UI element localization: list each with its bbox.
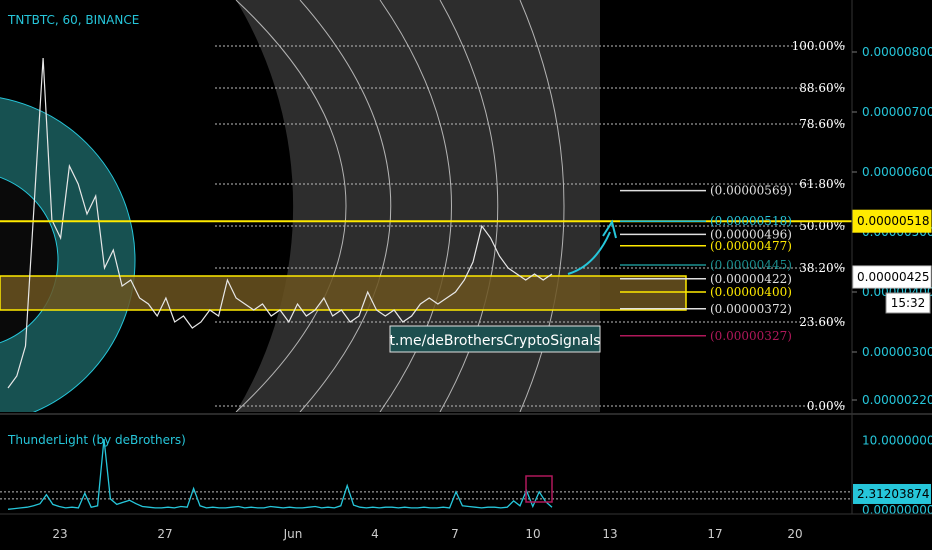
indicator-highlight-box	[525, 475, 553, 503]
price-marker-box	[852, 209, 932, 233]
fib-label: 0.00%	[807, 399, 845, 413]
fan-arc-4	[519, 0, 565, 412]
indicator-title: ThunderLight (by deBrothers)	[7, 433, 186, 447]
target-label: (0.00000445)	[710, 258, 792, 272]
fib-label: 78.60%	[799, 117, 845, 131]
indicator-tick-label: 10.00000000	[862, 433, 932, 447]
fib-label: 100.00%	[792, 39, 845, 53]
x-tick-label: Jun	[283, 527, 303, 541]
fan-arc-1	[299, 0, 392, 412]
channel-box	[0, 275, 687, 311]
fan-arcs	[235, 0, 565, 412]
arrow-head-icon	[602, 219, 617, 239]
fan-background	[0, 0, 687, 412]
watermark-text: t.me/deBrothersCryptoSignals	[389, 333, 600, 349]
projection-arrow	[567, 231, 611, 275]
x-tick-label: 20	[787, 527, 802, 541]
target-levels: (0.00000569)(0.00000518)(0.00000496)(0.0…	[620, 184, 792, 343]
y-tick-label: 0.00000700	[862, 105, 932, 119]
price-marker-label: 0.00000518	[857, 214, 930, 228]
time-axis[interactable]: 23 27 Jun 4 7 10 13 17 20	[52, 527, 802, 541]
symbol-title: TNTBTC, 60, BINANCE	[7, 13, 139, 27]
x-tick-label: 13	[602, 527, 617, 541]
y-tick-label: 0.00000220	[862, 393, 932, 407]
fib-label: 38.20%	[799, 261, 845, 275]
target-label: (0.00000569)	[710, 184, 792, 198]
y-tick-label: 0.00000600	[862, 165, 932, 179]
fib-label: 23.60%	[799, 315, 845, 329]
indicator-value-box	[853, 483, 931, 504]
indicator-tick-label: 0.00000000	[862, 503, 932, 517]
fib-label: 61.80%	[799, 177, 845, 191]
fib-label: 88.60%	[799, 81, 845, 95]
y-tick-label: 0.00000300	[862, 345, 932, 359]
x-tick-label: 23	[52, 527, 67, 541]
x-tick-label: 4	[371, 527, 379, 541]
fan-arc-2	[379, 0, 452, 412]
target-label: (0.00000477)	[710, 239, 792, 253]
indicator-axis[interactable]: 10.00000000 0.00000000 2.31203874	[853, 433, 932, 517]
x-tick-label: 10	[525, 527, 540, 541]
countdown-box	[885, 292, 931, 314]
indicator-series-line	[7, 438, 553, 510]
price-marker-label: 0.00000425	[857, 270, 930, 284]
target-label: (0.00000422)	[710, 272, 792, 286]
x-tick-label: 27	[157, 527, 172, 541]
indicator-value-label: 2.31203874	[857, 487, 930, 501]
teal-circle-outline	[0, 97, 136, 412]
teal-circle-outer	[0, 97, 135, 412]
target-label: (0.00000327)	[710, 329, 792, 343]
watermark-box	[389, 325, 601, 353]
x-tick-label: 17	[707, 527, 722, 541]
fib-levels: 100.00% 88.60% 78.60% 61.80% 50.00% 38.20% 23.…	[215, 39, 846, 413]
target-label: (0.00000372)	[710, 302, 792, 316]
price-marker-box	[852, 265, 932, 289]
x-tick-label: 7	[451, 527, 459, 541]
target-label: (0.00000496)	[710, 227, 792, 241]
channel-fill	[0, 276, 686, 310]
fan-arc-3	[439, 0, 499, 412]
price-series-line	[7, 57, 553, 389]
target-label: (0.00000400)	[710, 285, 792, 299]
fib-label: 50.00%	[799, 219, 845, 233]
y-tick-label: 0.00000800	[862, 45, 932, 59]
fan-arc-0	[235, 0, 347, 412]
price-axis[interactable]: 0.000008000.000007000.000006000.00000500…	[852, 45, 932, 407]
target-label: (0.00000518)	[710, 214, 792, 228]
countdown-label: 15:32	[891, 296, 926, 310]
teal-circle-inner-outline	[0, 176, 59, 344]
